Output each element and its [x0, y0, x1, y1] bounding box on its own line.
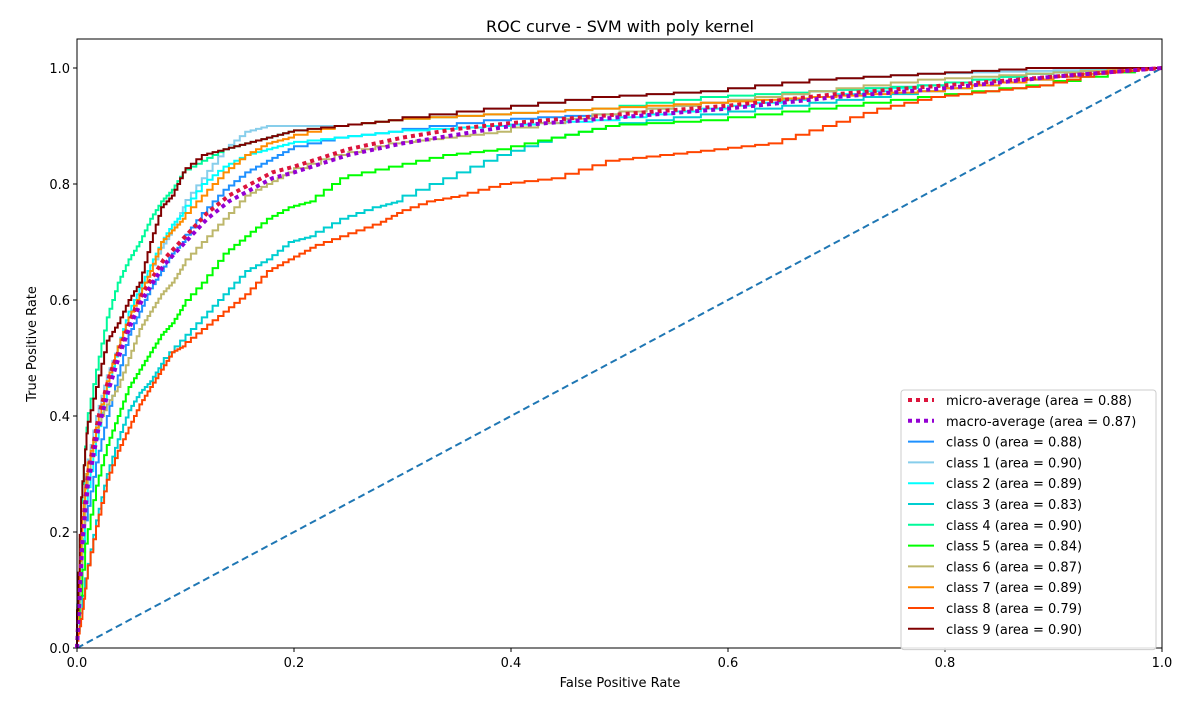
x-tick-label: 1.0 — [1152, 656, 1173, 671]
legend-label: class 7 (area = 0.89) — [946, 581, 1082, 596]
y-tick-label: 0.0 — [49, 642, 70, 657]
legend-label: macro-average (area = 0.87) — [946, 415, 1136, 430]
roc-curve-series-11 — [76, 67, 1162, 648]
roc-curve-series-6 — [76, 67, 1162, 648]
chance-diagonal-line — [76, 67, 1163, 649]
x-tick-label: 0.6 — [718, 656, 739, 671]
chart-title: ROC curve - SVM with poly kernel — [486, 17, 754, 36]
legend-label: class 2 (area = 0.89) — [946, 477, 1082, 492]
x-tick-label: 0.0 — [67, 656, 88, 671]
plot-frame — [76, 38, 1163, 649]
legend-label: class 8 (area = 0.79) — [946, 602, 1082, 617]
legend: micro-average (area = 0.88) macro-average… — [900, 389, 1157, 651]
y-tick-label: 0.6 — [49, 294, 70, 309]
x-axis-label: False Positive Rate — [560, 676, 681, 691]
y-tick-label: 0.8 — [49, 178, 70, 193]
x-axis-ticks: 0.0 0.2 0.4 0.6 0.8 1.0 — [67, 648, 1173, 671]
y-tick-label: 0.2 — [49, 526, 70, 541]
y-tick-label: 1.0 — [49, 62, 70, 77]
average-curve-series-1 — [75, 66, 1163, 649]
legend-box — [900, 389, 1157, 651]
x-tick-label: 0.2 — [284, 656, 305, 671]
roc-curve-series-9 — [76, 67, 1162, 648]
legend-label: class 1 (area = 0.90) — [946, 456, 1082, 471]
legend-label: class 3 (area = 0.83) — [946, 498, 1082, 513]
average-curve-series-0 — [75, 66, 1163, 649]
roc-curve-series-10 — [76, 67, 1162, 648]
legend-label: class 0 (area = 0.88) — [946, 436, 1082, 451]
legend-label: class 6 (area = 0.87) — [946, 560, 1082, 575]
y-tick-label: 0.4 — [49, 410, 70, 425]
x-tick-label: 0.4 — [501, 656, 522, 671]
y-axis-ticks: 0.0 0.2 0.4 0.6 0.8 1.0 — [49, 62, 77, 657]
legend-label: micro-average (area = 0.88) — [946, 394, 1132, 409]
x-tick-label: 0.8 — [935, 656, 956, 671]
roc-curve-series-5 — [76, 67, 1162, 648]
legend-label: class 5 (area = 0.84) — [946, 540, 1082, 555]
legend-label: class 9 (area = 0.90) — [946, 623, 1082, 638]
legend-label: class 4 (area = 0.90) — [946, 519, 1082, 534]
y-axis-label: True Positive Rate — [25, 286, 40, 403]
roc-curve-series-7 — [76, 67, 1162, 648]
plot-area — [75, 66, 1163, 649]
